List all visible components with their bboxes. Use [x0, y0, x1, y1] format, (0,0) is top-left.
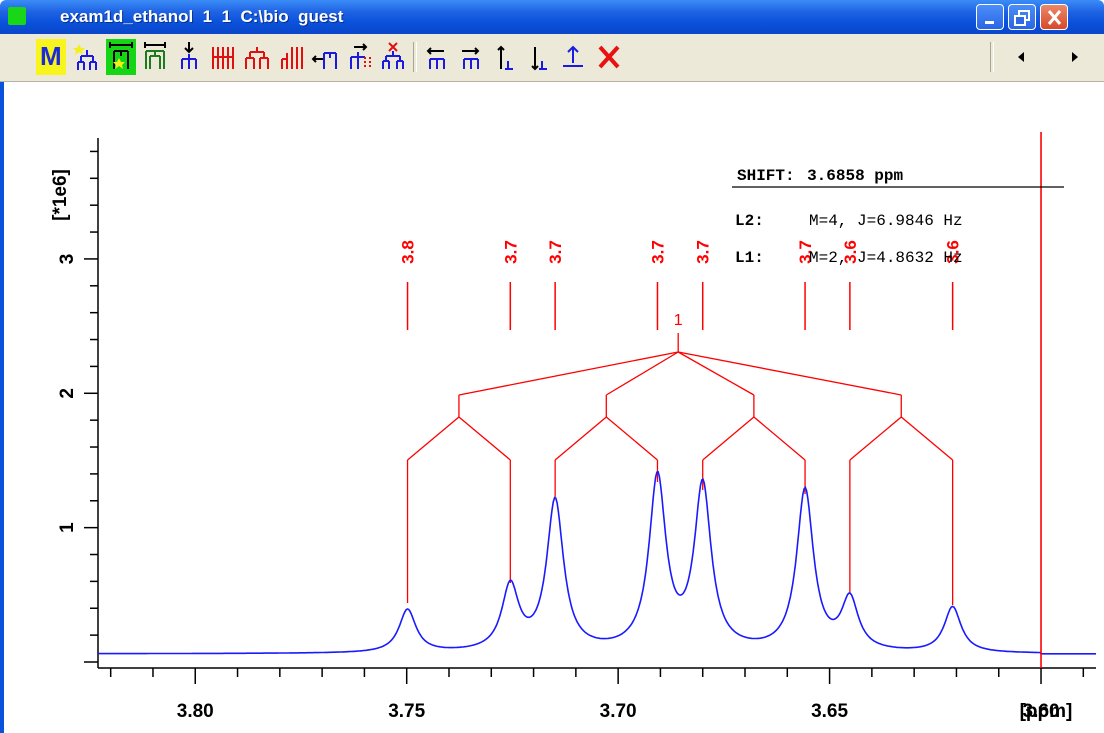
x-unit-label: [ppm] [1020, 701, 1073, 722]
peak-label: 3.6 [944, 240, 963, 264]
split-multiplet-button[interactable] [174, 39, 204, 75]
multiplet-bars-icon [281, 47, 303, 69]
info-shift-label: SHIFT: [737, 167, 795, 185]
close-x-icon [598, 45, 620, 69]
x-axis: 3.803.753.703.653.603.55 [98, 667, 1096, 722]
info-shift-text: SHIFT: 3.6858 ppm [737, 167, 903, 185]
tree-branch [458, 416, 511, 461]
tree-branch [849, 416, 902, 461]
multiplet-define-button[interactable] [72, 39, 102, 75]
peak-annotations: 3.8 3.7 3.7 3.7 3.7 3.7 3.6 3.6 [399, 240, 963, 330]
export-icon [563, 45, 583, 67]
delete-multiplet-button[interactable] [378, 39, 408, 75]
info-row-l2-label: L2: [735, 212, 764, 230]
toolbar: M [0, 34, 1104, 82]
shift-left-button[interactable] [422, 39, 452, 75]
peak-label: 3.8 [399, 240, 418, 264]
move-peaks-icon [350, 43, 371, 69]
y-tick-label: 1 [57, 522, 78, 533]
tree-branch [702, 416, 755, 461]
peak-label: 3.7 [694, 240, 713, 264]
peak-label: 3.7 [501, 240, 520, 264]
info-panel: SHIFT: 3.6858 ppm L2: M=4, J=6.9846 Hz L… [732, 167, 1064, 267]
tree-branch [753, 416, 806, 461]
multiplet-mode-label: M [40, 41, 62, 71]
minimize-button[interactable] [976, 4, 1004, 30]
multiplet-tree-button[interactable] [242, 39, 272, 75]
restore-button[interactable] [1008, 4, 1036, 30]
peak-label: 3.7 [648, 240, 667, 264]
title-bar[interactable]: exam1d_ethanol 1 1 C:\bio guest [0, 0, 1104, 34]
multiplet-define-active-icon [109, 42, 133, 69]
multiplet-label: 1 [674, 312, 683, 329]
tree-branch [605, 351, 679, 396]
spectrum-series-line [98, 470, 1096, 655]
scroll-right-button[interactable] [1060, 39, 1090, 75]
x-tick-label: 3.60 [1023, 701, 1060, 722]
y-unit-label: [*1e6] [50, 169, 71, 221]
close-multiplet-button[interactable] [594, 39, 624, 75]
x-tick-label: 3.80 [177, 701, 214, 722]
raise-icon [497, 45, 513, 70]
multiplet-define-active-button[interactable] [106, 39, 136, 75]
x-tick-label: 3.65 [811, 701, 848, 722]
peak-label: 3.7 [546, 240, 565, 264]
tree-branch [407, 416, 460, 461]
fine-structure-button[interactable] [208, 39, 238, 75]
info-row-l1-label: L1: [735, 249, 764, 267]
scroll-right-icon [1072, 52, 1078, 62]
delete-multiplet-icon [382, 42, 404, 69]
x-tick-label: 3.75 [388, 701, 425, 722]
y-tick-label: 2 [57, 388, 78, 399]
scroll-left-icon [1018, 52, 1024, 62]
y-axis: 1 2 3 [57, 138, 99, 668]
x-tick-label: 3.70 [600, 701, 637, 722]
shift-left-icon [426, 47, 445, 69]
close-icon [1047, 10, 1062, 25]
tree-branch [678, 351, 902, 396]
toolbar-separator [413, 42, 417, 72]
export-button[interactable] [558, 39, 588, 75]
multiplet-tree: 1 [406, 312, 954, 605]
tree-branch [605, 416, 658, 461]
shift-right-button[interactable] [456, 39, 486, 75]
spectrum-plot[interactable]: 123 [*1e6] 3.803.753.703.653.603.55 [ppm… [4, 82, 1104, 733]
multiplet-width-icon [144, 42, 166, 69]
lower-icon [531, 47, 547, 71]
window-title: exam1d_ethanol 1 1 C:\bio guest [60, 7, 344, 26]
minimize-icon [985, 21, 994, 24]
info-row-l1-value: M=2, J=4.8632 Hz [809, 249, 963, 267]
y-tick-label: 3 [57, 254, 78, 265]
multiplet-width-button[interactable] [140, 39, 170, 75]
toolbar-separator [990, 42, 994, 72]
shift-right-icon [462, 47, 480, 69]
close-button[interactable] [1040, 4, 1068, 30]
window-frame [0, 34, 4, 733]
fine-structure-icon [212, 47, 234, 69]
scroll-left-button[interactable] [1006, 39, 1036, 75]
move-left-button[interactable] [310, 39, 340, 75]
info-row-l2-value: M=4, J=6.9846 Hz [809, 212, 963, 230]
info-shift-value: 3.6858 ppm [807, 167, 903, 185]
tree-branch [554, 416, 607, 461]
multiplet-tree-icon [245, 47, 269, 69]
move-left-icon [311, 52, 337, 69]
tree-branch [900, 416, 954, 461]
app-icon [8, 7, 26, 25]
raise-button[interactable] [490, 39, 520, 75]
split-multiplet-icon [181, 42, 197, 69]
tree-branch [677, 351, 755, 396]
multiplet-bars-button[interactable] [276, 39, 306, 75]
peak-label: 3.7 [796, 240, 815, 264]
multiplet-define-icon [73, 44, 97, 70]
peak-label: 3.6 [841, 240, 860, 264]
move-peaks-button[interactable] [344, 39, 374, 75]
tree-branch [458, 351, 679, 396]
restore-icon [1014, 10, 1030, 26]
lower-button[interactable] [524, 39, 554, 75]
multiplet-mode-button[interactable]: M [36, 39, 66, 75]
